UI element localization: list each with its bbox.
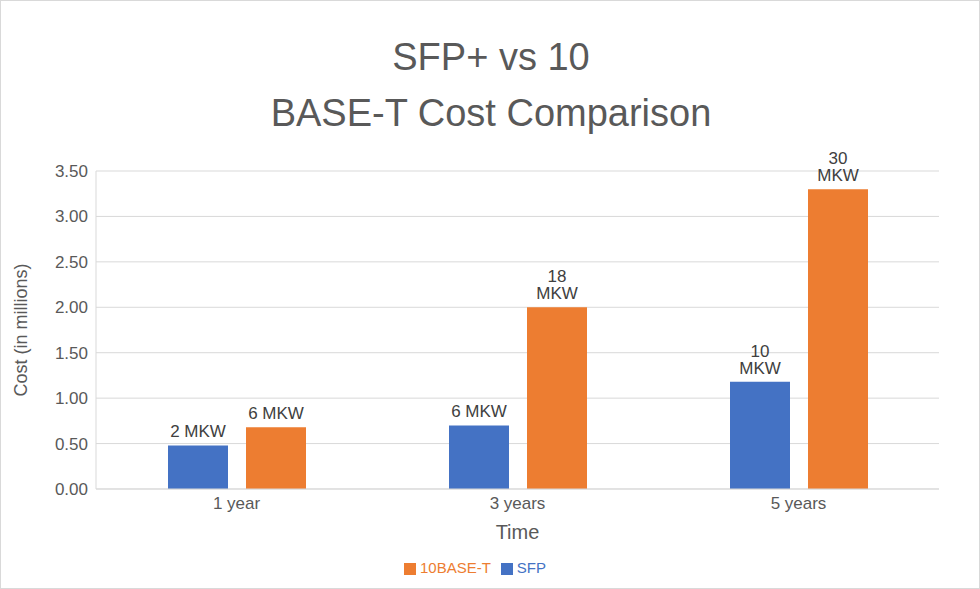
html-text:SFP: SFP	[516, 559, 546, 576]
svg-text:1.50: 1.50	[55, 344, 88, 363]
html-text:SFP+ vs 10 BASE-T Cost Compari: SFP+ vs 10 BASE-T Cost Comparison	[270, 36, 712, 134]
svg-text:3.00: 3.00	[55, 207, 88, 226]
svg-text:1.00: 1.00	[55, 389, 88, 408]
svg-text:0.00: 0.00	[55, 480, 88, 499]
svg-text:1 year: 1 year	[213, 494, 261, 513]
svg-text:Time: Time	[496, 521, 540, 543]
svg-text:Cost (in millions): Cost (in millions)	[11, 263, 31, 396]
svg-text:6 MKW: 6 MKW	[248, 404, 304, 423]
svg-text:2.00: 2.00	[55, 298, 88, 317]
svg-text:2.50: 2.50	[55, 253, 88, 272]
svg-text:5 years: 5 years	[771, 494, 827, 513]
svg-text:0.50: 0.50	[55, 435, 88, 454]
svg-text:18MKW: 18MKW	[536, 267, 578, 303]
svg-text:2 MKW: 2 MKW	[170, 422, 226, 441]
html-text:10BASE-T: 10BASE-T	[420, 559, 491, 576]
svg-text:6 MKW: 6 MKW	[451, 402, 507, 421]
svg-text:3 years: 3 years	[490, 494, 546, 513]
svg-text:30MKW: 30MKW	[817, 149, 859, 185]
svg-text:10MKW: 10MKW	[739, 342, 781, 378]
svg-text:3.50: 3.50	[55, 162, 88, 181]
